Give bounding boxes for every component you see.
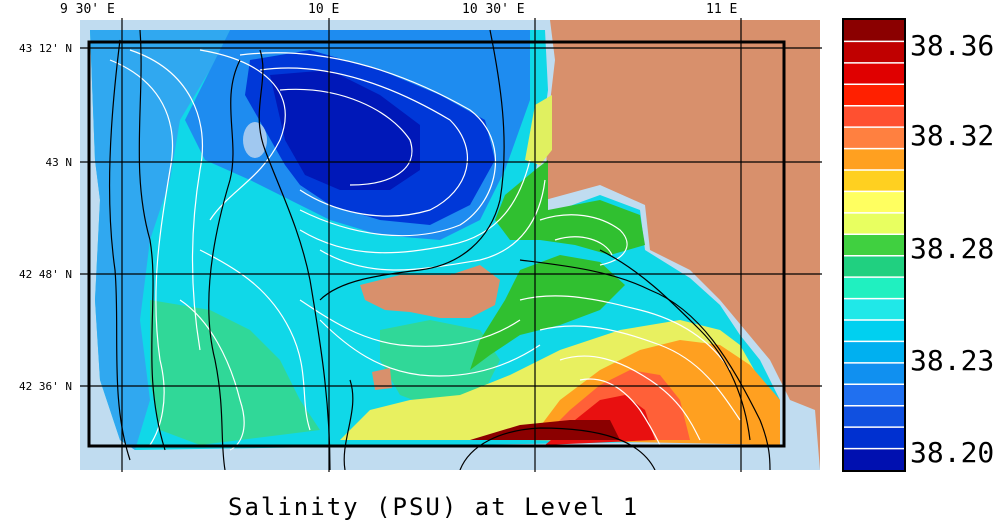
- island-small: [372, 368, 392, 390]
- colorbar-swatch: [844, 20, 904, 42]
- colorbar-swatch: [844, 212, 904, 235]
- colorbar-swatch: [844, 448, 904, 470]
- sea-darkred: [470, 420, 620, 440]
- colorbar-swatch: [844, 362, 904, 385]
- colorbar-swatch: [844, 191, 904, 213]
- colorbar-label: 38.28: [910, 232, 994, 265]
- lat-label: 42 48' N: [19, 268, 72, 281]
- lat-label: 42 36' N: [19, 380, 72, 393]
- sea-darkest-blue: [270, 70, 420, 190]
- colorbar: [844, 20, 904, 470]
- colorbar-swatch: [844, 41, 904, 63]
- colorbar-label: 38.36: [910, 29, 994, 62]
- colorbar-swatch: [844, 405, 904, 428]
- graticule: [80, 18, 822, 472]
- lon-label: 10 E: [308, 2, 339, 17]
- colorbar-swatch: [844, 170, 904, 192]
- latitude-labels: 43 12' N 43 N 42 48' N 42 36' N: [19, 42, 72, 393]
- colorbar-swatch: [844, 148, 904, 170]
- lat-label: 43 N: [46, 156, 73, 169]
- colorbar-swatch: [844, 320, 904, 342]
- colorbar-label: 38.20: [910, 436, 994, 469]
- island-shoal: [243, 122, 267, 158]
- sea-ne-green: [495, 160, 645, 255]
- lat-label: 43 12' N: [19, 42, 72, 55]
- model-domain-box: [87, 40, 786, 448]
- map-plot-area: [80, 20, 820, 470]
- bathymetry-lines: [108, 29, 771, 470]
- colorbar-swatch: [844, 84, 904, 106]
- map-title: Salinity (PSU) at Level 1: [228, 493, 639, 521]
- lon-label: 10 30' E: [462, 2, 525, 17]
- lon-label: 9 30' E: [60, 2, 115, 17]
- colorbar-label: 38.23: [910, 344, 994, 377]
- colorbar-swatch: [844, 298, 904, 320]
- longitude-labels: 9 30' E 10 E 10 30' E 11 E: [60, 2, 737, 17]
- sea-ne-yellow: [525, 95, 552, 165]
- sea-sw-green: [150, 300, 320, 445]
- colorbar-swatch: [844, 234, 904, 256]
- sea-west-blue: [90, 30, 230, 450]
- colorbar-swatch: [844, 384, 904, 406]
- lon-label: 11 E: [706, 2, 737, 17]
- colorbar-swatch: [844, 277, 904, 299]
- colorbar-swatch: [844, 127, 904, 149]
- colorbar-frame: [842, 18, 906, 472]
- colorbar-label: 38.32: [910, 119, 994, 152]
- sea-east-green: [470, 255, 625, 370]
- colorbar-swatch: [844, 255, 904, 278]
- island-elba: [360, 265, 500, 318]
- colorbar-swatch: [844, 105, 904, 128]
- contour-lines: [109, 49, 741, 451]
- colorbar-swatch: [844, 427, 904, 449]
- colorbar-swatch: [844, 341, 904, 363]
- colorbar-labels: 38.36 38.32 38.28 38.23 38.20: [910, 29, 994, 469]
- colorbar-swatch: [844, 62, 904, 85]
- sea-center-green: [380, 320, 500, 410]
